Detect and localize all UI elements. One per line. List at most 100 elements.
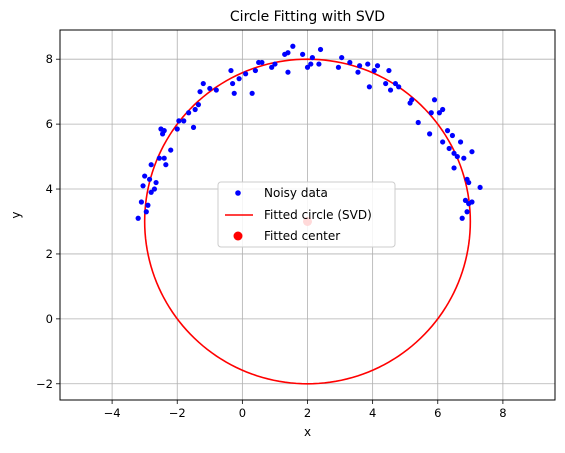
noisy-data-point	[461, 155, 467, 161]
noisy-data-point	[431, 97, 438, 103]
noisy-data-point	[304, 64, 311, 70]
noisy-data-point	[317, 46, 324, 53]
noisy-data-point	[231, 90, 237, 96]
noisy-data-point	[236, 76, 242, 82]
y-tick-label: −2	[36, 377, 53, 391]
x-tick-label: 0	[239, 406, 246, 420]
noisy-data-point	[387, 87, 394, 93]
noisy-data-point	[145, 202, 151, 208]
noisy-data-point	[207, 85, 213, 92]
noisy-data-point	[366, 84, 372, 90]
noisy-data-point	[436, 110, 442, 116]
noisy-data-point	[308, 61, 314, 67]
noisy-data-point	[409, 97, 415, 103]
noisy-data-point	[440, 106, 446, 113]
noisy-data-point	[446, 145, 452, 152]
y-tick-label: 0	[46, 312, 53, 326]
noisy-data-point	[163, 162, 169, 168]
fitted-circle-line	[143, 58, 472, 385]
noisy-data-point	[454, 153, 460, 160]
noisy-data-point	[371, 67, 377, 74]
noisy-data-point	[153, 179, 159, 186]
noisy-data-point	[383, 80, 389, 87]
noisy-data-point	[355, 69, 361, 75]
noisy-data-point	[174, 126, 180, 132]
noisy-data-point	[161, 155, 167, 161]
noisy-data-point	[151, 186, 158, 192]
noisy-data-point	[168, 147, 174, 153]
noisy-data-point	[249, 90, 255, 96]
noisy-data-point	[459, 215, 465, 221]
noisy-data-point	[213, 87, 219, 93]
noisy-data-point	[135, 215, 141, 221]
noisy-data-point	[290, 43, 296, 49]
noisy-data-point	[156, 155, 162, 161]
x-axis-label: x	[304, 425, 311, 439]
noisy-data-point	[316, 61, 322, 67]
noisy-data-point	[200, 80, 206, 87]
y-tick-label: 2	[46, 247, 53, 261]
plot-area	[135, 43, 483, 385]
noisy-data-point	[374, 63, 381, 69]
legend-label-fitted-circle: Fitted circle (SVD)	[264, 208, 372, 222]
legend-marker-noisy-data	[235, 190, 241, 196]
chart-title: Circle Fitting with SVD	[230, 9, 385, 25]
noisy-data-point	[190, 124, 197, 130]
y-tick-label: 8	[46, 52, 53, 66]
noisy-data-point	[195, 102, 202, 108]
noisy-data-point	[146, 176, 153, 182]
noisy-data-point	[186, 110, 192, 116]
noisy-data-point	[148, 189, 154, 195]
noisy-data-point	[335, 64, 342, 70]
noisy-data-point	[148, 162, 154, 168]
noisy-data-point	[469, 149, 475, 155]
noisy-data-point	[143, 209, 149, 215]
noisy-data-point	[365, 61, 371, 67]
noisy-data-point	[269, 64, 275, 70]
noisy-data-point	[392, 80, 399, 87]
legend-label-noisy-data: Noisy data	[264, 186, 328, 200]
noisy-data-point	[440, 139, 446, 145]
noisy-data-point	[197, 89, 203, 95]
noisy-data-point	[415, 119, 421, 126]
noisy-data-point	[462, 197, 469, 203]
noisy-data-point	[451, 150, 457, 156]
noisy-data-point	[469, 199, 475, 205]
noisy-data-point	[357, 63, 363, 69]
noisy-data-point	[300, 51, 306, 57]
noisy-data-point	[457, 139, 464, 145]
noisy-data-point	[309, 54, 315, 61]
noisy-data-point	[285, 69, 291, 75]
noisy-data-point	[449, 132, 456, 139]
noisy-data-point	[427, 131, 433, 137]
noisy-data-point	[347, 59, 353, 66]
noisy-data-point	[386, 67, 392, 74]
legend-box	[217, 181, 396, 248]
y-axis-label: y	[9, 211, 23, 218]
x-tick-label: −4	[104, 406, 121, 420]
axis-ticks: −4 −2 0 2 4 6 8 −2 0 2 4 6 8	[36, 52, 507, 420]
noisy-data-point	[396, 84, 402, 90]
noisy-data-point	[477, 184, 483, 191]
noisy-data-point	[142, 173, 148, 179]
x-tick-label: 4	[369, 406, 376, 420]
noisy-data-point	[464, 209, 470, 215]
noisy-data-point	[339, 54, 345, 61]
noisy-data-point	[192, 106, 198, 113]
noisy-data-point	[243, 71, 249, 77]
noisy-data-point	[444, 128, 451, 134]
noisy-data-point	[140, 183, 146, 189]
noisy-data-point	[259, 59, 265, 66]
x-tick-label: 8	[499, 406, 506, 420]
x-tick-label: 2	[304, 406, 311, 420]
noisy-data-point	[228, 67, 234, 74]
legend-label-fitted-center: Fitted center	[264, 229, 340, 243]
x-tick-label: 6	[434, 406, 441, 420]
y-tick-label: 4	[46, 182, 53, 196]
y-tick-label: 6	[46, 117, 53, 131]
noisy-data-point	[229, 80, 236, 87]
legend-marker-fitted-center	[233, 231, 243, 241]
noisy-data-point	[161, 128, 167, 134]
noisy-data-point	[181, 118, 187, 124]
